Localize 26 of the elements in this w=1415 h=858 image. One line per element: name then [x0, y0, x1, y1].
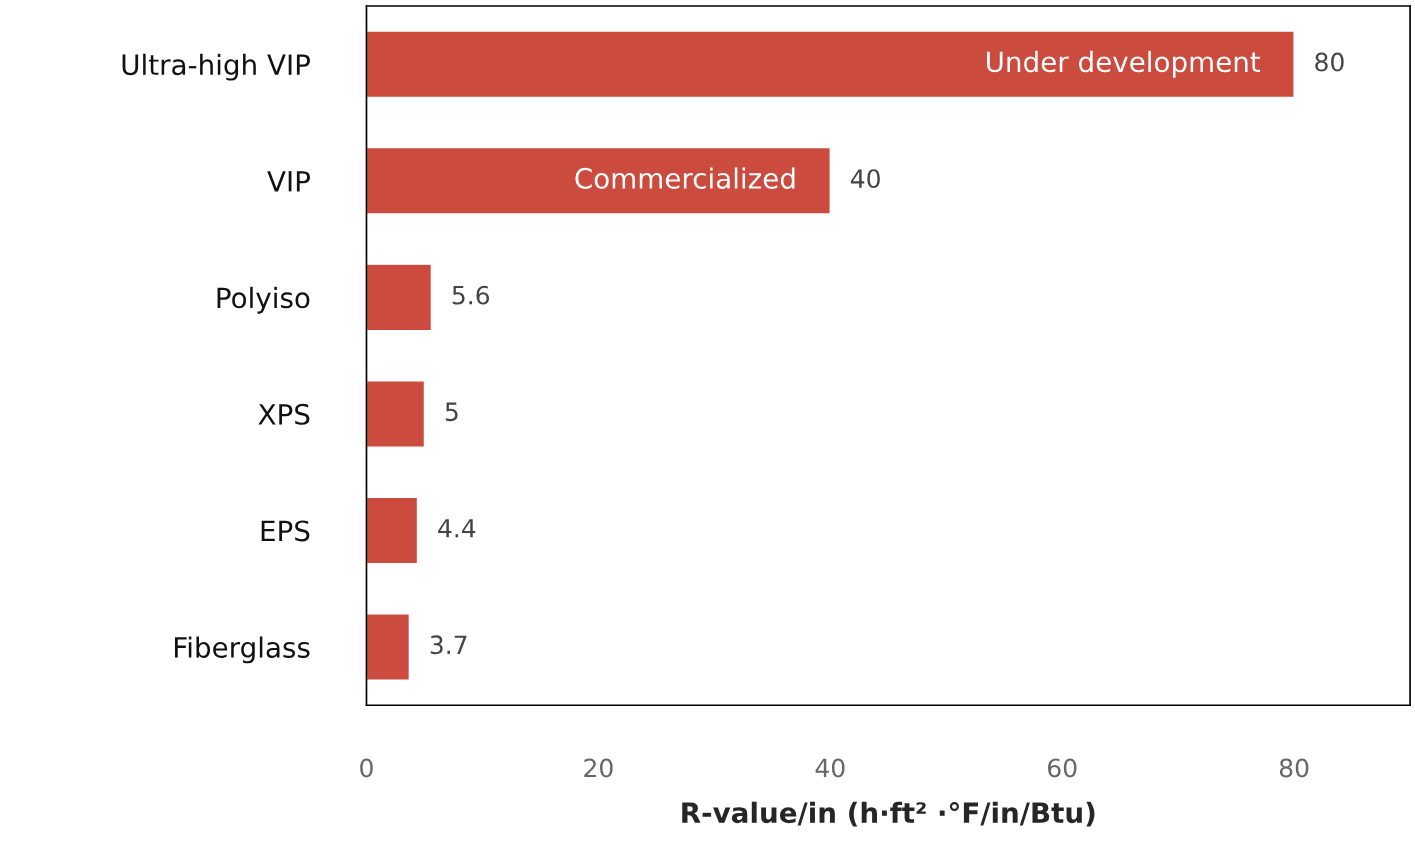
x-tick-label: 80 [1279, 758, 1309, 778]
data-label: 3.7 [430, 635, 467, 655]
annotation: Under development [987, 50, 1261, 78]
data-label: 40 [850, 169, 880, 189]
y-tick-label: VIP [267, 171, 310, 192]
x-tick-label: 0 [360, 758, 373, 778]
x-tick-label: 20 [584, 758, 613, 778]
bar [366, 380, 426, 448]
bar [366, 613, 411, 681]
annotation: Commercialized [575, 167, 795, 189]
x-tick-label: 60 [1048, 758, 1077, 778]
bar [366, 263, 433, 332]
data-label: 5 [445, 402, 458, 422]
bar [366, 146, 831, 215]
y-tick-label: Polyiso [217, 286, 310, 314]
x-tick-label: 40 [815, 758, 845, 778]
data-label: 80 [1315, 52, 1344, 72]
y-tick-label: Ultra-high VIP [122, 53, 310, 81]
data-label: 4.4 [438, 519, 476, 538]
bar [366, 30, 1295, 99]
data-label: 5.6 [452, 285, 490, 305]
bar [366, 496, 419, 565]
y-tick-label: EPS [261, 520, 310, 542]
x-axis-title: R-value/in (h·ft² ·°F/in/Btu) [682, 801, 1095, 827]
y-tick-label: XPS [258, 403, 310, 425]
y-tick-label: Fiberglass [175, 636, 310, 664]
